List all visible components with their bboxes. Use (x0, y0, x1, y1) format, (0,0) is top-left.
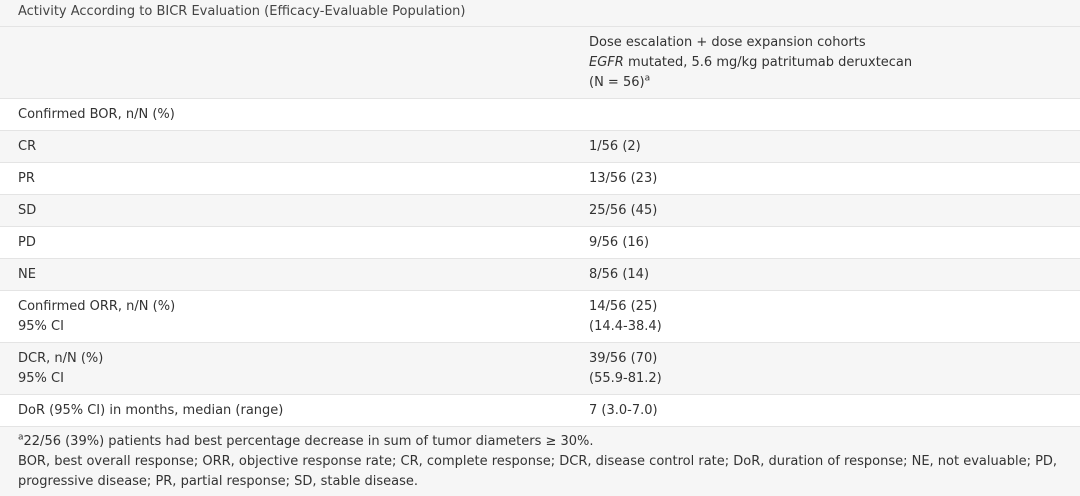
row-value (571, 98, 1080, 131)
row-value: 9/56 (16) (571, 226, 1080, 259)
table-title: Activity According to BICR Evaluation (E… (0, 0, 1080, 27)
table-row: CR 1/56 (2) (0, 130, 1080, 163)
row-value: 13/56 (23) (571, 162, 1080, 195)
table-row: Confirmed ORR, n/N (%) 95% CI 14/56 (25)… (0, 290, 1080, 343)
table-row: NE 8/56 (14) (0, 258, 1080, 291)
header-egfr-italic: EGFR (589, 54, 624, 70)
row-value: 39/56 (70) (589, 350, 658, 366)
header-cohort-line2: EGFR mutated, 5.6 mg/kg patritumab derux… (589, 53, 1080, 73)
row-label-cell: DCR, n/N (%) 95% CI (0, 342, 571, 395)
header-cohort-line3: (N = 56)a (589, 73, 1080, 93)
row-value-cell: 14/56 (25) (14.4-38.4) (571, 290, 1080, 343)
row-label: DCR, n/N (%) (18, 350, 104, 366)
row-subvalue: (14.4-38.4) (589, 318, 662, 334)
footnote-superscript: a (18, 432, 24, 443)
row-value-cell: 39/56 (70) (55.9-81.2) (571, 342, 1080, 395)
row-value: 8/56 (14) (571, 258, 1080, 291)
row-value: 14/56 (25) (589, 298, 658, 314)
table-footnote: a22/56 (39%) patients had best percentag… (0, 427, 1080, 496)
header-cohort-line2-rest: mutated, 5.6 mg/kg patritumab deruxtecan (623, 54, 913, 70)
footnote-line2: BOR, best overall response; ORR, objecti… (18, 454, 1058, 469)
activity-table: Dose escalation + dose expansion cohorts… (0, 27, 1080, 427)
footnote-text: 22/56 (39%) patients had best percentage… (23, 434, 594, 449)
row-label: PD (0, 226, 571, 259)
row-label: CR (0, 130, 571, 163)
row-value: 25/56 (45) (571, 194, 1080, 227)
row-sublabel: 95% CI (18, 370, 64, 386)
row-label-cell: Confirmed ORR, n/N (%) 95% CI (0, 290, 571, 343)
header-label-cell (0, 27, 571, 99)
table-row: PD 9/56 (16) (0, 226, 1080, 259)
row-label: Confirmed ORR, n/N (%) (18, 298, 176, 314)
row-subvalue: (55.9-81.2) (589, 370, 662, 386)
row-value: 7 (3.0-7.0) (571, 394, 1080, 427)
row-label: PR (0, 162, 571, 195)
header-cohort-line1: Dose escalation + dose expansion cohorts (589, 34, 866, 50)
row-label: Confirmed BOR, n/N (%) (0, 98, 571, 131)
table-row: DoR (95% CI) in months, median (range) 7… (0, 394, 1080, 427)
row-label: NE (0, 258, 571, 291)
row-label: DoR (95% CI) in months, median (range) (0, 394, 571, 427)
table-row: DCR, n/N (%) 95% CI 39/56 (70) (55.9-81.… (0, 342, 1080, 395)
table-header-row: Dose escalation + dose expansion cohorts… (0, 27, 1080, 99)
row-value: 1/56 (2) (571, 130, 1080, 163)
table-row: PR 13/56 (23) (0, 162, 1080, 195)
footnote-line3: progressive disease; PR, partial respons… (18, 474, 418, 489)
header-superscript: a (644, 73, 651, 84)
table-row: SD 25/56 (45) (0, 194, 1080, 227)
table-row: Confirmed BOR, n/N (%) (0, 98, 1080, 131)
header-cohort-cell: Dose escalation + dose expansion cohorts… (571, 27, 1080, 99)
header-n-count: (N = 56) (589, 74, 645, 90)
row-sublabel: 95% CI (18, 318, 64, 334)
footnote-line1: a22/56 (39%) patients had best percentag… (18, 432, 1062, 452)
row-label: SD (0, 194, 571, 227)
